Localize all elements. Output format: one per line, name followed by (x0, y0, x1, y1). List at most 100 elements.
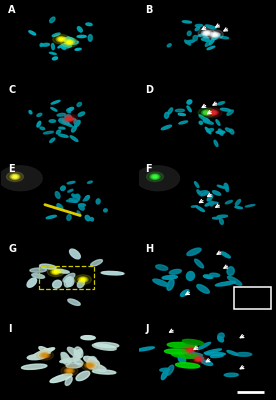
Ellipse shape (40, 43, 43, 46)
Ellipse shape (67, 182, 75, 184)
Circle shape (68, 41, 71, 43)
Ellipse shape (156, 265, 168, 270)
Ellipse shape (217, 185, 225, 188)
Circle shape (210, 111, 217, 114)
Ellipse shape (72, 194, 76, 198)
Ellipse shape (74, 347, 83, 358)
Ellipse shape (75, 48, 81, 50)
Circle shape (68, 370, 71, 372)
Ellipse shape (65, 115, 70, 118)
Ellipse shape (186, 352, 202, 356)
Ellipse shape (168, 108, 172, 114)
Text: C: C (8, 85, 15, 95)
Ellipse shape (196, 206, 205, 212)
Circle shape (66, 369, 73, 373)
Ellipse shape (209, 39, 214, 45)
Ellipse shape (73, 359, 83, 365)
Ellipse shape (224, 183, 228, 189)
Ellipse shape (92, 370, 116, 374)
Ellipse shape (169, 269, 181, 274)
Ellipse shape (68, 299, 80, 305)
Ellipse shape (69, 38, 73, 40)
Ellipse shape (197, 342, 211, 350)
Ellipse shape (205, 127, 211, 134)
Ellipse shape (227, 267, 234, 275)
Ellipse shape (55, 269, 69, 273)
Ellipse shape (63, 38, 70, 41)
Ellipse shape (235, 206, 242, 208)
Ellipse shape (67, 44, 71, 47)
Circle shape (60, 38, 63, 40)
Ellipse shape (32, 274, 45, 278)
Ellipse shape (87, 181, 92, 183)
Ellipse shape (205, 38, 209, 42)
Circle shape (206, 30, 223, 40)
Ellipse shape (66, 363, 82, 368)
Ellipse shape (218, 129, 223, 135)
Ellipse shape (218, 336, 224, 342)
Ellipse shape (225, 200, 232, 204)
Ellipse shape (203, 119, 209, 122)
Ellipse shape (67, 118, 76, 120)
Ellipse shape (67, 200, 78, 202)
Ellipse shape (205, 25, 216, 29)
Circle shape (61, 114, 78, 124)
Ellipse shape (192, 355, 204, 360)
Ellipse shape (75, 120, 80, 127)
Ellipse shape (59, 120, 65, 124)
Ellipse shape (202, 39, 211, 41)
Ellipse shape (88, 363, 106, 372)
Ellipse shape (65, 376, 72, 386)
Ellipse shape (44, 131, 54, 134)
Ellipse shape (197, 190, 202, 196)
Circle shape (150, 174, 160, 180)
Circle shape (203, 111, 210, 114)
Ellipse shape (205, 202, 212, 206)
Ellipse shape (42, 43, 49, 46)
Ellipse shape (84, 356, 99, 365)
Text: H: H (145, 244, 154, 254)
Ellipse shape (153, 279, 169, 286)
Ellipse shape (68, 189, 73, 192)
Ellipse shape (199, 121, 203, 124)
Ellipse shape (52, 33, 60, 36)
Circle shape (147, 172, 163, 182)
Ellipse shape (55, 192, 60, 198)
Ellipse shape (205, 37, 208, 42)
Ellipse shape (198, 191, 208, 194)
Ellipse shape (207, 46, 215, 50)
Ellipse shape (27, 354, 46, 360)
Ellipse shape (164, 349, 189, 354)
Circle shape (210, 32, 220, 38)
Ellipse shape (46, 215, 56, 219)
Circle shape (205, 112, 208, 114)
Circle shape (197, 358, 200, 360)
Ellipse shape (64, 38, 68, 42)
Circle shape (198, 108, 215, 118)
Ellipse shape (76, 194, 80, 199)
Ellipse shape (225, 186, 229, 192)
Ellipse shape (179, 121, 188, 124)
Ellipse shape (181, 290, 189, 296)
Ellipse shape (221, 252, 230, 258)
Ellipse shape (185, 40, 195, 43)
Ellipse shape (225, 128, 231, 132)
Circle shape (203, 31, 210, 35)
Ellipse shape (210, 202, 218, 204)
Ellipse shape (230, 129, 234, 134)
Circle shape (213, 34, 216, 36)
Ellipse shape (39, 264, 56, 269)
Ellipse shape (71, 41, 79, 44)
Ellipse shape (210, 201, 215, 204)
Ellipse shape (167, 44, 171, 47)
Circle shape (36, 350, 53, 360)
Ellipse shape (204, 349, 221, 354)
Ellipse shape (195, 24, 203, 27)
Ellipse shape (204, 118, 210, 122)
Ellipse shape (70, 136, 78, 142)
Ellipse shape (178, 113, 185, 116)
Ellipse shape (27, 278, 37, 287)
Circle shape (86, 364, 93, 367)
Ellipse shape (64, 277, 72, 287)
Ellipse shape (86, 23, 92, 26)
